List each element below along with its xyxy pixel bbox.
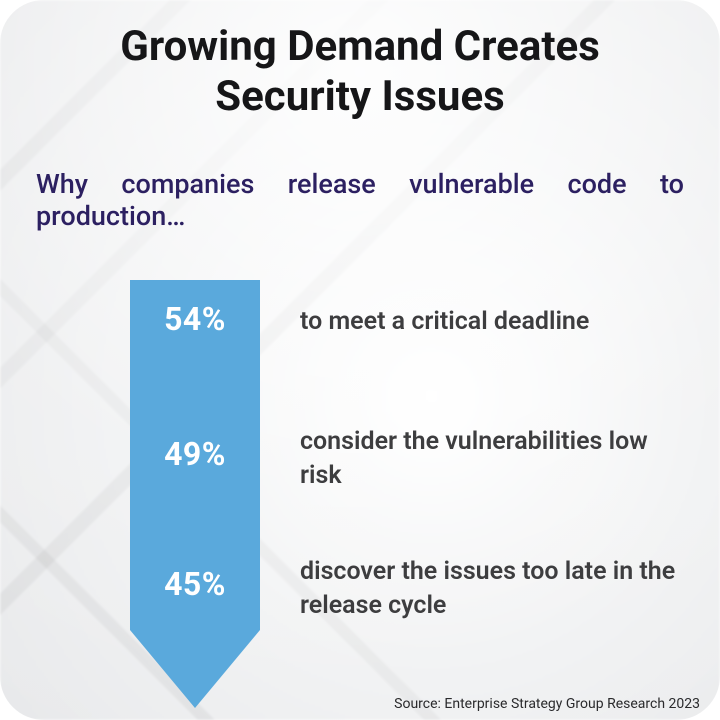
- stat-percent-0: 54%: [130, 300, 260, 338]
- stat-percent-2: 45%: [130, 565, 260, 603]
- stat-percent-1: 49%: [130, 435, 260, 473]
- infographic-card: Growing Demand CreatesSecurity Issues Wh…: [0, 0, 720, 720]
- page-title: Growing Demand CreatesSecurity Issues: [0, 22, 720, 121]
- subtitle: Why companies release vulnerable code to…: [36, 168, 684, 232]
- arrow-graphic: [130, 280, 260, 708]
- stat-label-2: discover the issues too late in the rele…: [300, 555, 680, 623]
- source-attribution: Source: Enterprise Strategy Group Resear…: [394, 696, 700, 712]
- stat-label-0: to meet a critical deadline: [300, 305, 680, 339]
- stat-label-1: consider the vulnerabilities low risk: [300, 425, 680, 493]
- content-layer: Growing Demand CreatesSecurity Issues Wh…: [0, 0, 720, 720]
- arrow-icon: [130, 280, 260, 708]
